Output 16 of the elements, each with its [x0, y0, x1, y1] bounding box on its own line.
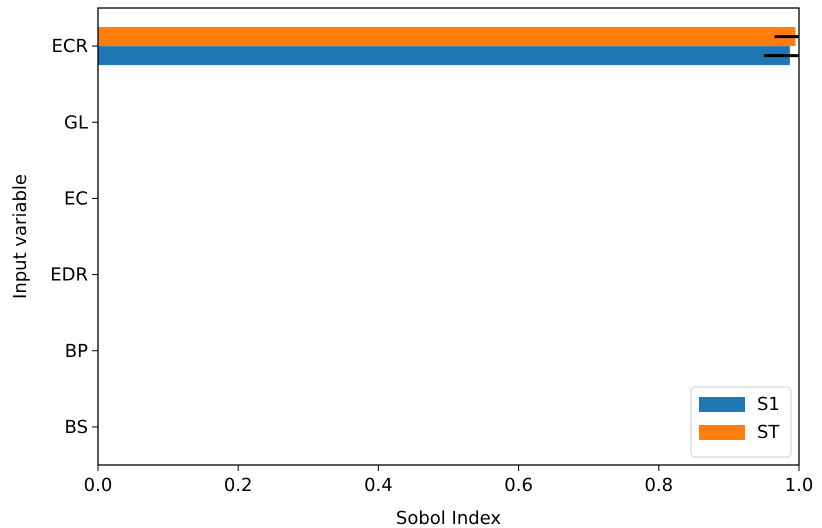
- x-tick-label: 0.4: [364, 475, 393, 496]
- y-tick-label: GL: [64, 112, 88, 134]
- y-tick-label: EC: [64, 188, 88, 210]
- y-tick-label: BP: [64, 340, 88, 362]
- x-tick-label: 0.6: [504, 475, 533, 496]
- y-tick-label: EDR: [50, 264, 88, 286]
- x-axis-title: Sobol Index: [396, 508, 502, 528]
- x-tick-label: 0.2: [224, 475, 253, 496]
- y-tick-label: ECR: [52, 36, 88, 58]
- x-tick-label: 0.8: [644, 475, 674, 496]
- x-tick-label: 1.0: [784, 475, 814, 496]
- y-tick-label: BS: [64, 416, 88, 438]
- legend-label: ST: [757, 422, 780, 443]
- x-tick-label: 0.0: [84, 475, 112, 496]
- y-axis-title: Input variable: [10, 174, 31, 299]
- legend-label: S1: [757, 394, 780, 415]
